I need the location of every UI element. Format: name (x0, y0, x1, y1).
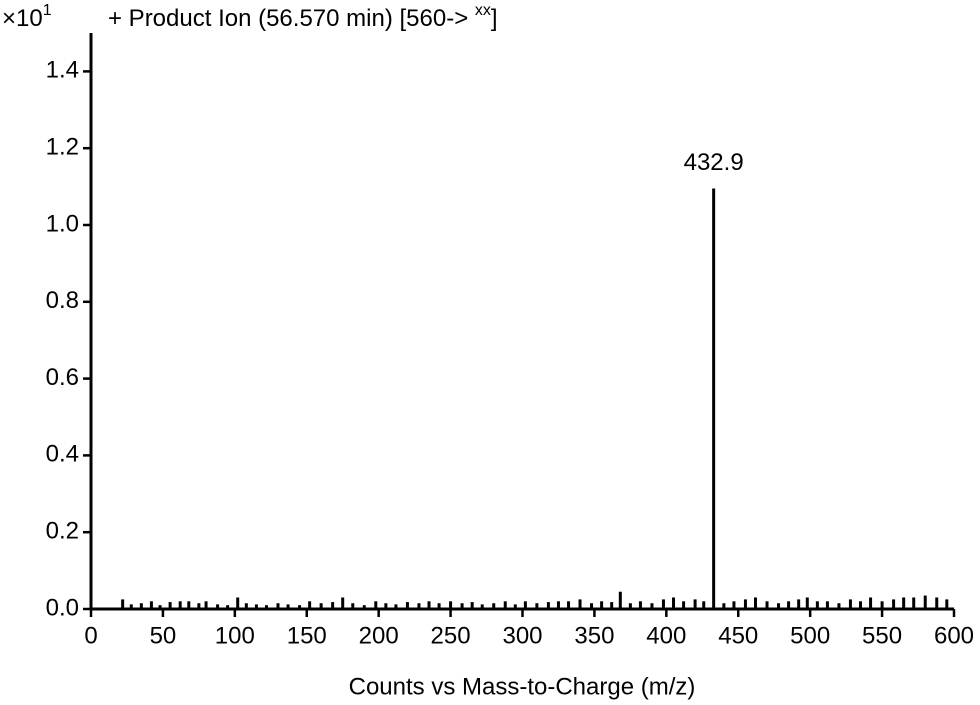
y-scale-base: ×10 (2, 5, 43, 32)
x-tick-label: 300 (502, 622, 542, 649)
y-tick-label: 0.4 (46, 441, 79, 468)
x-tick-label: 600 (934, 622, 974, 649)
y-scale-exponent: 1 (43, 2, 52, 19)
y-tick-label: 0.8 (46, 287, 79, 314)
x-tick-label: 250 (431, 622, 471, 649)
y-tick-label: 1.2 (46, 134, 79, 161)
x-tick-label: 450 (718, 622, 758, 649)
x-tick-label: 500 (790, 622, 830, 649)
x-tick-label: 550 (862, 622, 902, 649)
x-tick-label: 50 (150, 622, 177, 649)
y-tick-label: 1.0 (46, 210, 79, 237)
y-tick-label: 0.0 (46, 594, 79, 621)
y-tick-label: 0.2 (46, 518, 79, 545)
y-tick-label: 0.6 (46, 364, 79, 391)
x-tick-label: 100 (215, 622, 255, 649)
y-tick-label: 1.4 (46, 57, 79, 84)
x-axis-label: Counts vs Mass-to-Charge (m/z) (349, 673, 696, 700)
y-scale: ×101 (2, 2, 52, 32)
title-superscript: xx (475, 2, 491, 19)
title-end: ] (491, 5, 498, 32)
x-tick-label: 400 (646, 622, 686, 649)
peak-label: 432.9 (684, 149, 744, 176)
title-main: + Product Ion (56.570 min) [560-> (108, 5, 475, 32)
chart-title: + Product Ion (56.570 min) [560-> xx] (108, 2, 498, 32)
x-tick-label: 0 (84, 622, 97, 649)
x-tick-label: 350 (574, 622, 614, 649)
x-tick-label: 150 (287, 622, 327, 649)
x-tick-label: 200 (359, 622, 399, 649)
